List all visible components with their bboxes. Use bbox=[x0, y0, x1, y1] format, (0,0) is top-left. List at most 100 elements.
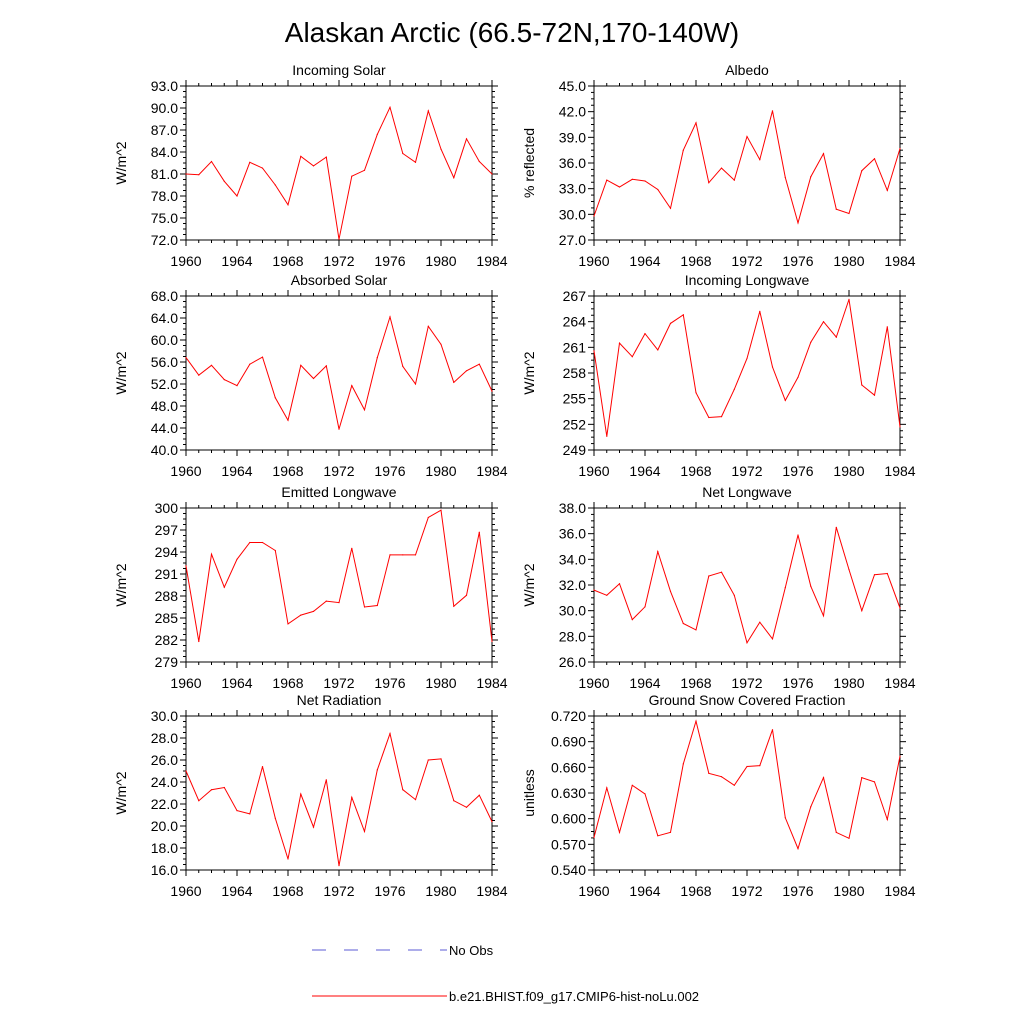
y-tick-label: 40.0 bbox=[151, 442, 178, 458]
y-tick-label: 48.0 bbox=[151, 398, 178, 414]
x-tick-label: 1972 bbox=[323, 883, 354, 899]
data-point bbox=[720, 571, 723, 573]
y-axis-label: W/m^2 bbox=[521, 351, 537, 394]
series-line bbox=[593, 527, 901, 645]
data-point bbox=[198, 800, 200, 802]
x-tick-label: 1964 bbox=[221, 463, 252, 479]
data-point bbox=[249, 541, 251, 544]
data-point bbox=[414, 383, 417, 385]
x-tick-label: 1976 bbox=[782, 675, 813, 691]
data-point bbox=[376, 133, 378, 135]
data-point bbox=[644, 606, 646, 608]
data-point bbox=[682, 763, 684, 765]
y-tick-label: 93.0 bbox=[151, 78, 178, 94]
data-point bbox=[746, 765, 748, 768]
panel-title: Ground Snow Covered Fraction bbox=[649, 692, 846, 708]
data-point bbox=[657, 835, 659, 837]
data-point bbox=[644, 180, 646, 182]
data-point bbox=[708, 575, 710, 577]
x-tick-label: 1984 bbox=[476, 675, 507, 691]
data-point bbox=[899, 147, 901, 150]
data-point bbox=[886, 189, 888, 191]
data-point bbox=[848, 569, 850, 571]
data-point bbox=[848, 837, 850, 839]
y-tick-label: 282 bbox=[155, 632, 179, 648]
data-point bbox=[720, 776, 723, 778]
data-point bbox=[657, 188, 659, 191]
y-tick-label: 0.570 bbox=[551, 836, 586, 852]
data-point bbox=[797, 534, 799, 536]
x-tick-label: 1972 bbox=[323, 463, 354, 479]
data-point bbox=[249, 161, 251, 163]
data-point bbox=[478, 794, 480, 796]
data-point bbox=[453, 605, 455, 607]
data-point bbox=[287, 419, 289, 421]
data-point bbox=[669, 590, 672, 593]
data-point bbox=[618, 186, 621, 188]
data-point bbox=[198, 640, 200, 643]
data-point bbox=[198, 174, 200, 176]
data-point bbox=[427, 325, 429, 327]
data-point bbox=[784, 399, 786, 401]
data-point bbox=[708, 416, 710, 419]
y-tick-label: 0.720 bbox=[551, 708, 586, 724]
legend: No Obs b.e21.BHIST.f09_g17.CMIP6-hist-no… bbox=[312, 943, 699, 1004]
x-tick-label: 1976 bbox=[374, 883, 405, 899]
data-point bbox=[695, 122, 697, 124]
x-tick-label: 1968 bbox=[680, 675, 711, 691]
y-tick-label: 90.0 bbox=[151, 100, 178, 116]
data-point bbox=[822, 321, 825, 323]
data-point bbox=[478, 160, 480, 163]
y-tick-label: 0.600 bbox=[551, 811, 586, 827]
x-tick-label: 1972 bbox=[323, 253, 354, 269]
data-point bbox=[376, 769, 378, 771]
x-tick-label: 1964 bbox=[629, 253, 660, 269]
data-point bbox=[351, 175, 353, 177]
data-point bbox=[453, 800, 455, 802]
y-tick-label: 28.0 bbox=[151, 730, 178, 746]
data-point bbox=[746, 642, 748, 644]
y-tick-label: 291 bbox=[155, 566, 179, 582]
panel-title: Albedo bbox=[725, 62, 769, 78]
y-axis-label: W/m^2 bbox=[113, 563, 129, 606]
data-point bbox=[198, 374, 200, 376]
data-point bbox=[402, 554, 404, 556]
y-tick-label: 81.0 bbox=[151, 166, 178, 182]
y-tick-label: 52.0 bbox=[151, 376, 178, 392]
y-tick-label: 68.0 bbox=[151, 288, 178, 304]
data-point bbox=[695, 392, 697, 394]
data-point bbox=[440, 148, 442, 150]
y-tick-label: 38.0 bbox=[559, 500, 586, 516]
y-tick-label: 45.0 bbox=[559, 78, 586, 94]
panel-title: Absorbed Solar bbox=[291, 272, 388, 288]
series-line bbox=[593, 719, 901, 851]
data-point bbox=[300, 364, 302, 366]
panel-title: Incoming Longwave bbox=[685, 272, 810, 288]
x-tick-label: 1984 bbox=[884, 253, 915, 269]
data-point bbox=[886, 818, 888, 821]
y-tick-label: 22.0 bbox=[151, 796, 178, 812]
data-point bbox=[733, 594, 735, 596]
x-tick-label: 1976 bbox=[374, 675, 405, 691]
y-tick-label: 300 bbox=[155, 500, 179, 516]
y-tick-label: 297 bbox=[155, 522, 179, 538]
data-point bbox=[618, 583, 621, 585]
data-point bbox=[261, 356, 264, 358]
data-point bbox=[427, 110, 429, 112]
data-point bbox=[491, 640, 493, 643]
y-tick-label: 64.0 bbox=[151, 310, 178, 326]
data-point bbox=[606, 435, 608, 437]
data-point bbox=[287, 623, 289, 625]
data-point bbox=[848, 212, 850, 215]
data-point bbox=[695, 720, 697, 722]
data-point bbox=[644, 793, 646, 795]
y-axis-label: W/m^2 bbox=[113, 771, 129, 814]
x-tick-label: 1960 bbox=[578, 675, 609, 691]
y-tick-label: 0.690 bbox=[551, 734, 586, 750]
panel-title: Net Longwave bbox=[702, 484, 792, 500]
plot-frame bbox=[185, 85, 493, 241]
data-point bbox=[210, 553, 213, 555]
data-point bbox=[835, 208, 837, 210]
y-tick-label: 39.0 bbox=[559, 129, 586, 145]
data-point bbox=[784, 817, 786, 819]
